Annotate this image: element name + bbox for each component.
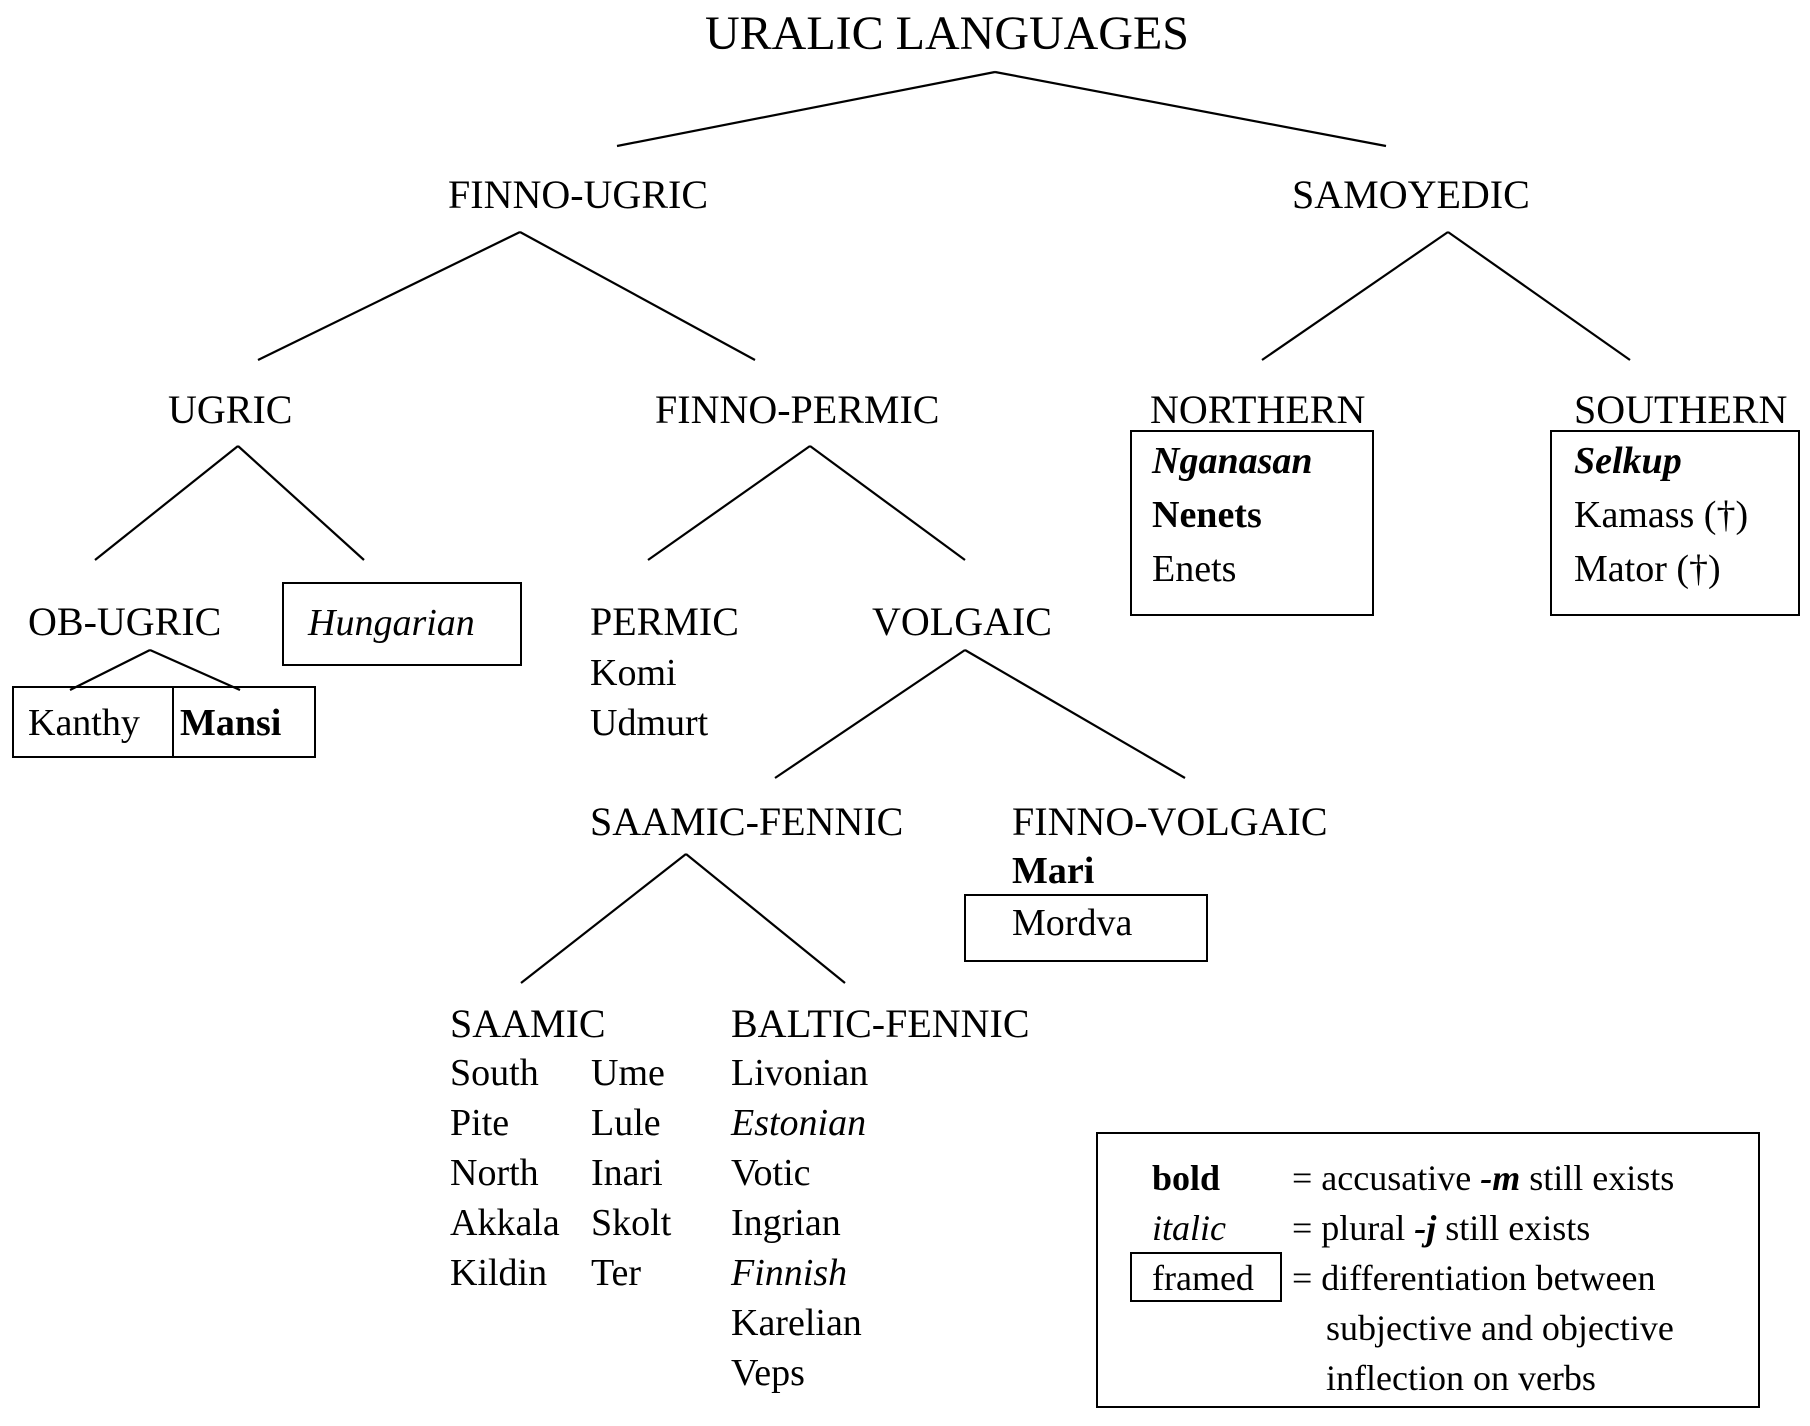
edge-volgaic-finno-volgaic	[964, 649, 1186, 779]
legend-italic-label: italic	[1152, 1208, 1226, 1248]
edge-finno-ugric-finno-permic	[519, 231, 756, 361]
lang-enets: Enets	[1152, 548, 1237, 590]
node-finno-ugric: FINNO-UGRIC	[448, 172, 708, 217]
edge-finno-permic-volgaic	[809, 445, 966, 561]
node-samoyedic: SAMOYEDIC	[1292, 172, 1530, 217]
lang-livonian: Livonian	[731, 1052, 869, 1094]
legend-framed-frame	[1130, 1252, 1282, 1302]
node-finno-permic: FINNO-PERMIC	[655, 387, 940, 432]
lang-mator: Mator (†)	[1574, 548, 1721, 590]
legend-bold-label: bold	[1152, 1158, 1221, 1198]
lang-nenets: Nenets	[1152, 494, 1262, 536]
node-volgaic: VOLGAIC	[872, 599, 1052, 644]
node-baltic-fennic: BALTIC-FENNIC	[731, 1001, 1030, 1046]
lang-saamic-akkala: Akkala	[450, 1202, 560, 1244]
edge-samoyedic-northern	[1261, 231, 1449, 361]
mordva-frame	[964, 894, 1208, 962]
lang-saamic-lule: Lule	[591, 1102, 661, 1144]
edge-ugric-hungarian	[237, 445, 365, 561]
lang-ingrian: Ingrian	[731, 1202, 841, 1244]
edge-saamic-fennic-baltic-fennic	[685, 853, 846, 984]
node-northern: NORTHERN	[1150, 387, 1366, 432]
lang-saamic-ume: Ume	[591, 1052, 665, 1094]
lang-saamic-skolt: Skolt	[591, 1202, 672, 1244]
lang-mari: Mari	[1012, 850, 1095, 892]
edge-ob-ugric-kanthy	[69, 649, 151, 691]
legend-framed-desc-2: subjective and objective	[1326, 1308, 1674, 1348]
lang-saamic-pite: Pite	[450, 1102, 510, 1144]
edge-finno-ugric-ugric	[257, 231, 521, 361]
lang-saamic-kildin: Kildin	[450, 1252, 548, 1294]
node-saamic-fennic: SAAMIC-FENNIC	[590, 799, 904, 844]
lang-kanthy: Kanthy	[28, 702, 140, 744]
lang-saamic-inari: Inari	[591, 1152, 663, 1194]
lang-estonian: Estonian	[731, 1102, 867, 1144]
lang-saamic-ter: Ter	[591, 1252, 642, 1294]
node-ugric: UGRIC	[168, 387, 293, 432]
node-ob-ugric: OB-UGRIC	[28, 599, 222, 644]
edge-ob-ugric-mansi	[149, 648, 241, 692]
legend-box	[1096, 1132, 1760, 1408]
lang-mansi: Mansi	[180, 702, 282, 744]
edge-saamic-fennic-saamic	[520, 853, 687, 984]
node-southern: SOUTHERN	[1574, 387, 1788, 432]
edge-ugric-ob-ugric	[94, 445, 239, 561]
lang-hungarian: Hungarian	[308, 602, 475, 644]
edge-root-finno-ugric	[616, 70, 996, 148]
lang-selkup: Selkup	[1574, 440, 1682, 482]
lang-finnish: Finnish	[731, 1252, 848, 1294]
page-title: URALIC LANGUAGES	[705, 7, 1189, 60]
lang-karelian: Karelian	[731, 1302, 862, 1344]
edge-finno-permic-permic	[647, 445, 811, 561]
legend-italic-desc: = plural -j still exists	[1292, 1208, 1591, 1248]
hungarian-frame	[282, 582, 522, 666]
edge-volgaic-saamic-fennic	[774, 649, 966, 779]
legend-bold-desc: = accusative -m still exists	[1292, 1158, 1675, 1198]
edge-samoyedic-southern	[1447, 231, 1631, 361]
lang-nganasan: Nganasan	[1152, 440, 1313, 482]
lang-votic: Votic	[731, 1152, 811, 1194]
node-permic: PERMIC	[590, 599, 739, 644]
lang-udmurt: Udmurt	[590, 702, 709, 744]
lang-komi: Komi	[590, 652, 677, 694]
northern-frame	[1130, 430, 1374, 616]
node-finno-volgaic: FINNO-VOLGAIC	[1012, 799, 1328, 844]
southern-frame	[1550, 430, 1800, 616]
lang-mordva: Mordva	[1012, 902, 1133, 944]
legend-framed-desc-3: inflection on verbs	[1326, 1358, 1596, 1398]
legend-framed-desc-1: = differentiation between	[1292, 1258, 1656, 1298]
node-saamic: SAAMIC	[450, 1001, 606, 1046]
lang-saamic-south: South	[450, 1052, 539, 1094]
edge-root-samoyedic	[994, 70, 1387, 148]
lang-veps: Veps	[731, 1352, 805, 1394]
lang-saamic-north: North	[450, 1152, 539, 1194]
mansi-frame	[172, 686, 316, 758]
legend-framed-label: framed	[1152, 1258, 1254, 1298]
lang-kamass: Kamass (†)	[1574, 494, 1749, 536]
